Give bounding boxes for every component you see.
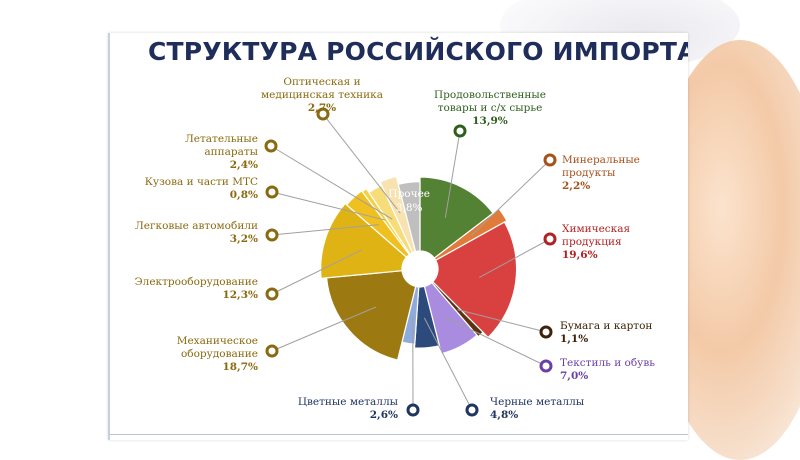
leader-marker-6 — [408, 405, 418, 415]
leader-marker-8 — [267, 289, 277, 299]
slice-label-line-0-0: Продовольственные — [434, 89, 546, 101]
leader-marker-9 — [267, 230, 277, 240]
slice-value-0: 13,9% — [472, 115, 508, 127]
leader-line-1 — [472, 160, 550, 235]
pie-slice-7 — [327, 271, 416, 360]
leader-marker-2 — [545, 234, 555, 244]
slice-label-line-8-0: Электрооборудование — [135, 276, 258, 288]
slice-label-line-2-1: продукция — [562, 236, 622, 248]
leader-marker-4 — [541, 361, 551, 371]
slice-label-line-4-0: Текстиль и обувь — [560, 357, 655, 369]
slice-label-line-7-1: оборудование — [181, 348, 258, 360]
slide-bottom-rule — [110, 434, 688, 435]
slice-value-8: 12,3% — [222, 289, 258, 301]
slice-value-10: 0,8% — [230, 189, 258, 201]
slice-label-13: Прочее — [388, 188, 430, 200]
slice-value-9: 3,2% — [230, 233, 258, 245]
slice-label-line-0-1: товары и с/х сырье — [438, 102, 543, 114]
slice-label-line-11-1: аппараты — [204, 146, 258, 158]
leader-marker-3 — [541, 327, 551, 337]
slice-value-4: 7,0% — [560, 370, 588, 382]
slice-value-6: 2,6% — [370, 409, 398, 421]
slice-label-line-5-0: Черные металлы — [490, 396, 584, 408]
slice-value-1: 2,2% — [562, 180, 590, 192]
slice-label-line-11-0: Летательные — [185, 133, 258, 145]
slice-label-line-12-0: Оптическая и — [283, 76, 360, 88]
slice-value-2: 19,6% — [562, 249, 598, 261]
leader-marker-5 — [467, 405, 477, 415]
slice-value-13: 3,8% — [396, 202, 423, 214]
leader-marker-1 — [545, 155, 555, 165]
slice-label-line-7-0: Механическое — [177, 335, 258, 347]
slice-label-line-1-0: Минеральные — [562, 154, 640, 166]
slice-label-line-10-0: Кузова и части МТС — [145, 176, 258, 188]
slice-label-line-12-1: медицинская техника — [261, 89, 383, 101]
slice-value-11: 2,4% — [230, 159, 258, 171]
leader-marker-11 — [266, 141, 276, 151]
slice-label-line-1-1: продукты — [562, 167, 615, 179]
leader-marker-10 — [267, 187, 277, 197]
slide: СТРУКТУРА РОССИЙСКОГО ИМПОРТА Продовольс… — [108, 33, 688, 440]
slice-value-7: 18,7% — [222, 361, 258, 373]
leader-marker-7 — [267, 346, 277, 356]
leader-marker-0 — [455, 126, 465, 136]
leader-line-11 — [271, 146, 392, 219]
slice-value-3: 1,1% — [560, 333, 588, 345]
slice-label-line-2-0: Химическая — [562, 223, 630, 235]
slice-label-line-9-0: Легковые автомобили — [135, 220, 258, 232]
slice-value-12: 2,7% — [308, 102, 336, 114]
slice-label-line-6-0: Цветные металлы — [298, 396, 398, 408]
slice-label-line-3-0: Бумага и картон — [560, 320, 652, 332]
slice-value-5: 4,8% — [490, 409, 518, 421]
